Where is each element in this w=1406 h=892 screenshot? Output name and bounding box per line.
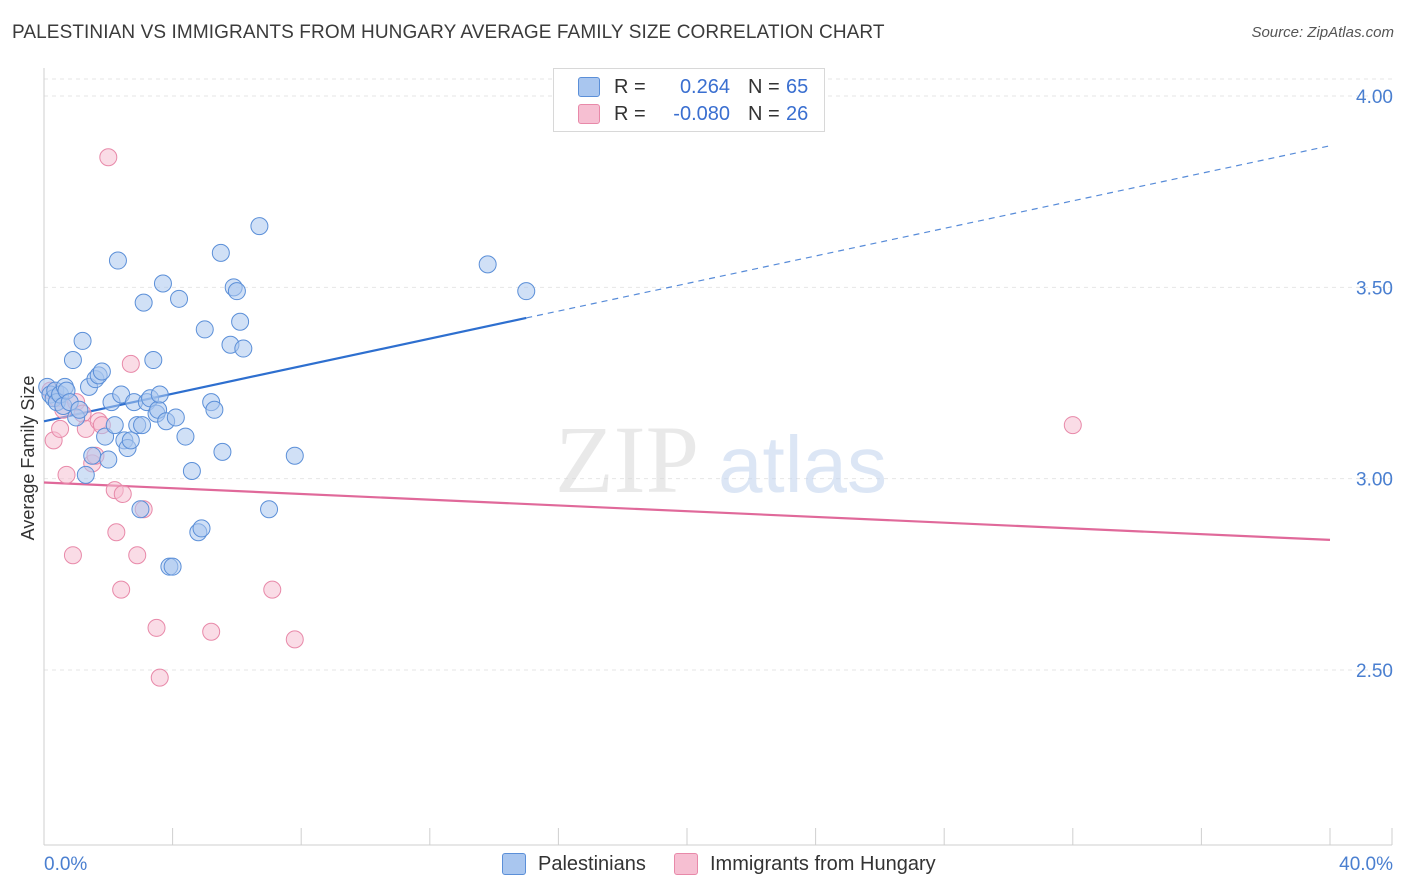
point-palestinians [121,431,140,450]
series-legend: Palestinians Immigrants from Hungary [0,850,1406,880]
legend-item-hungary[interactable]: Immigrants from Hungary [674,850,936,878]
point-palestinians [227,282,246,301]
watermark-atlas: atlas [718,420,887,509]
point-palestinians [517,282,536,301]
point-palestinians [250,217,269,236]
trend-line-hungary [43,481,1331,541]
trend-lines [43,145,1331,541]
point-palestinians [211,243,230,262]
point-palestinians [105,416,124,435]
point-hungary [51,419,70,438]
point-palestinians [133,416,152,435]
point-hungary [112,580,131,599]
legend-swatch-blue [502,853,526,875]
point-hungary [263,580,282,599]
legend-r-label: R = [614,75,646,98]
watermark-zip: ZIP [555,406,699,513]
legend-n-value: 65 [786,75,809,98]
point-hungary [285,630,304,649]
y-axis-label: Average Family Size [18,376,38,541]
point-palestinians [163,557,182,576]
legend-n-value: 26 [786,102,809,125]
point-palestinians [213,442,232,461]
point-palestinians [166,408,185,427]
point-hungary [1063,416,1082,435]
point-palestinians [96,427,115,446]
trend-line-palestinians [43,316,527,423]
legend-swatch-blue [578,77,600,97]
point-palestinians [73,331,92,350]
y-tick-label: 2.50 [1356,661,1393,682]
point-palestinians [150,385,169,404]
point-palestinians [144,351,163,370]
point-hungary [150,668,169,687]
legend-item-palestinians[interactable]: Palestinians [502,850,646,878]
trend-line-palestinians-extension [526,145,1331,319]
point-palestinians [231,312,250,331]
x-tick-label: 40.0% [1339,854,1393,875]
point-palestinians [176,427,195,446]
point-palestinians [205,400,224,419]
point-palestinians [170,289,189,308]
point-palestinians [195,320,214,339]
source-label: Source: ZipAtlas.com [1251,24,1394,41]
legend-n-label: N = [748,75,780,98]
point-hungary [99,148,118,167]
y-tick-label: 3.00 [1356,470,1393,491]
legend-row-palestinians: R = 0.264 N = 65 [578,74,808,100]
x-tick-label: 0.0% [44,854,87,875]
point-palestinians [108,251,127,270]
point-palestinians [99,450,118,469]
legend-label: Immigrants from Hungary [710,852,936,875]
point-hungary [121,354,140,373]
point-palestinians [153,274,172,293]
gridlines [44,78,1392,671]
axes [43,68,1393,846]
legend-r-value: 0.264 [679,75,730,98]
chart-title: PALESTINIAN VS IMMIGRANTS FROM HUNGARY A… [12,22,885,43]
data-points [38,148,1082,687]
point-hungary [202,622,221,641]
legend-row-hungary: R = -0.080 N = 26 [578,101,808,127]
point-hungary [57,465,76,484]
point-palestinians [92,362,111,381]
point-palestinians [70,400,89,419]
point-hungary [107,523,126,542]
point-palestinians [76,465,95,484]
point-palestinians [182,462,201,481]
point-palestinians [63,351,82,370]
point-palestinians [83,446,102,465]
legend-r-value: -0.080 [673,102,730,125]
tick-labels: 2.50 3.00 3.50 4.00 0.0% 40.0% [44,87,1393,875]
legend-r-label: R = [614,102,646,125]
legend-swatch-pink [578,104,600,124]
y-tick-label: 4.00 [1356,87,1393,108]
point-hungary [128,546,147,565]
point-hungary [147,618,166,637]
point-palestinians [131,500,150,519]
correlation-legend: R = 0.264 N = 65 R = -0.080 N = 26 [553,68,825,132]
point-palestinians [192,519,211,538]
point-hungary [113,484,132,503]
point-palestinians [234,339,253,358]
point-palestinians [478,255,497,274]
legend-swatch-pink [674,853,698,875]
point-palestinians [285,446,304,465]
point-palestinians [260,500,279,519]
point-hungary [63,546,82,565]
y-tick-label: 3.50 [1356,278,1393,299]
legend-n-label: N = [748,102,780,125]
point-palestinians [134,293,153,312]
legend-label: Palestinians [538,852,646,875]
